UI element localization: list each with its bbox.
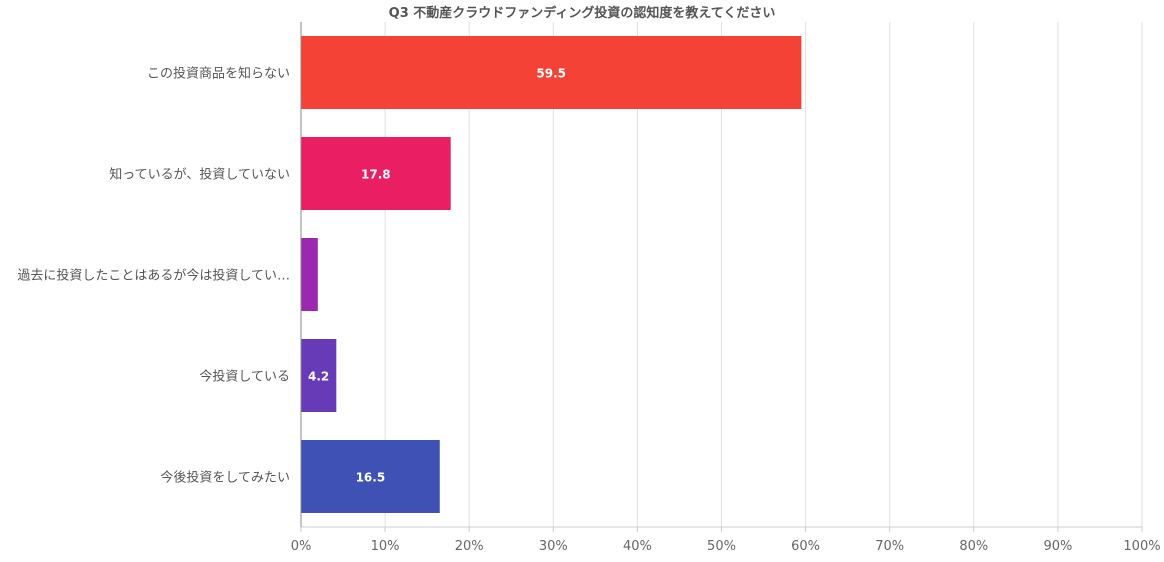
x-tick-label: 90% [1043, 539, 1072, 554]
chart-title: Q3 不動産クラウドファンディング投資の認知度を教えてください [388, 6, 776, 21]
x-tick-label: 50% [707, 539, 736, 554]
bar [301, 137, 451, 210]
x-tick-label: 70% [875, 539, 904, 554]
category-label: この投資商品を知らない [147, 66, 290, 82]
category-label: 今後投資をしてみたい [160, 470, 290, 486]
x-tick-label: 60% [791, 539, 820, 554]
data-label: 4.2 [308, 370, 329, 384]
x-tick-label: 10% [371, 539, 400, 554]
x-tick-label: 30% [539, 539, 568, 554]
category-label: 今投資している [199, 369, 290, 385]
bars [301, 36, 802, 513]
data-label: 17.8 [361, 168, 391, 182]
data-label: 59.5 [536, 67, 566, 81]
gridlines [384, 22, 1143, 527]
data-label: 16.5 [356, 471, 386, 485]
axes [300, 22, 1143, 532]
x-tick-label: 100% [1123, 539, 1160, 554]
bar [301, 440, 440, 513]
bar [301, 339, 337, 412]
x-tick-label: 80% [959, 539, 988, 554]
bar [301, 238, 318, 311]
labels: 0% 10% 20% 30% 40% 50% 60% 70% 80% 90% 100% この投資商品を… [17, 66, 1160, 555]
x-tick-label: 40% [623, 539, 652, 554]
x-tick-label: 0% [291, 539, 312, 554]
category-label: 知っているが、投資していない [109, 167, 290, 183]
category-label: 過去に投資したことはあるが今は投資してい… [17, 268, 290, 284]
bar [301, 36, 802, 109]
x-tick-label: 20% [455, 539, 484, 554]
